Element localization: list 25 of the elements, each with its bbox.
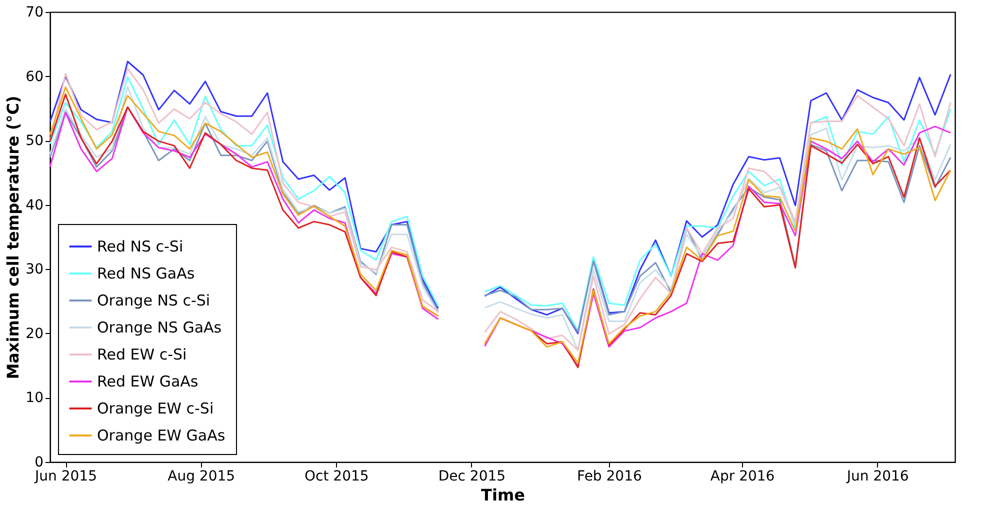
- x-axis-title: Time: [481, 486, 526, 504]
- y-axis-title: Maximum cell temperature (°C): [4, 96, 23, 380]
- y-tick-label: 20: [26, 326, 44, 342]
- x-tick-label: Aug 2015: [168, 468, 236, 484]
- y-tick-label: 40: [26, 197, 44, 214]
- legend-label: Orange NS c-Si: [97, 292, 210, 310]
- legend-label: Orange EW c-Si: [97, 400, 214, 418]
- x-tick-label: Jun 2016: [846, 468, 909, 484]
- y-tick-label: 70: [26, 4, 44, 20]
- x-tick-label: Dec 2015: [438, 468, 506, 484]
- legend-label: Red NS c-Si: [97, 238, 184, 256]
- x-tick-label: Jun 2015: [34, 468, 98, 484]
- x-tick-label: Feb 2016: [577, 468, 642, 484]
- legend-label: Red EW GaAs: [97, 372, 198, 390]
- y-tick-label: 10: [26, 390, 44, 406]
- y-tick-label: 50: [26, 133, 44, 150]
- x-tick-label: Apr 2016: [710, 468, 775, 484]
- y-tick-label: 30: [26, 262, 44, 278]
- y-tick-label: 60: [26, 68, 44, 85]
- y-tick-label: 0: [34, 454, 44, 470]
- legend-label: Red NS GaAs: [97, 264, 195, 282]
- x-tick-label: Oct 2015: [304, 468, 369, 484]
- legend-label: Red EW c-Si: [97, 346, 187, 364]
- legend-label: Orange EW GaAs: [97, 426, 226, 444]
- legend-label: Orange NS GaAs: [97, 318, 222, 336]
